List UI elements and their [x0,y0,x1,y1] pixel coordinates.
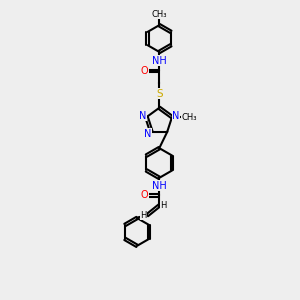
Text: NH: NH [152,181,167,191]
Text: N: N [139,111,146,121]
Text: H: H [140,211,146,220]
Text: H: H [160,201,167,210]
Text: S: S [156,89,163,99]
Text: NH: NH [152,56,167,66]
Text: CH₃: CH₃ [152,10,167,19]
Text: N: N [172,111,179,121]
Text: N: N [144,128,152,139]
Text: O: O [141,66,148,76]
Text: CH₃: CH₃ [182,112,197,122]
Text: O: O [141,190,148,200]
